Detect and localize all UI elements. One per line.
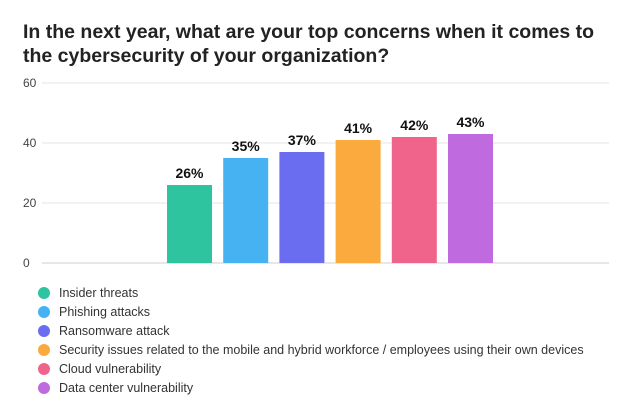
y-tick-label: 60 [23, 76, 37, 90]
bar [448, 134, 493, 263]
data-label: 41% [344, 120, 373, 136]
legend-label: Ransomware attack [59, 323, 170, 338]
bar [279, 152, 325, 263]
legend-swatch [38, 305, 50, 318]
legend-item: Security issues related to the mobile an… [38, 340, 584, 359]
bar [335, 140, 381, 263]
legend-swatch [38, 362, 50, 375]
legend-swatch [38, 286, 50, 299]
legend-item: Phishing attacks [38, 302, 584, 321]
legend-label: Insider threats [59, 285, 139, 300]
legend-swatch [38, 381, 50, 394]
legend-swatch [38, 324, 50, 337]
legend-label: Phishing attacks [59, 304, 151, 319]
data-label: 35% [232, 138, 261, 154]
legend-item: Ransomware attack [38, 321, 584, 340]
legend-item: Cloud vulnerability [38, 359, 584, 378]
legend-label: Data center vulnerability [59, 380, 194, 395]
legend-item: Insider threats [38, 283, 584, 302]
bar [391, 137, 437, 263]
chart-title: In the next year, what are your top conc… [23, 21, 595, 67]
legend-label: Cloud vulnerability [59, 361, 162, 376]
data-label: 26% [175, 165, 204, 181]
data-label: 43% [456, 114, 485, 130]
y-tick-label: 20 [23, 196, 37, 210]
y-tick-label: 40 [23, 136, 37, 150]
legend-item: Data center vulnerability [38, 378, 584, 397]
data-label: 42% [400, 117, 429, 133]
chart-legend: Insider threats Phishing attacks Ransomwar… [38, 283, 584, 397]
bar-chart: 0 20 40 60 26% 35% 37% 41% 42% 43% [23, 76, 609, 270]
bar [167, 185, 212, 263]
legend-label: Security issues related to the mobile an… [59, 342, 584, 357]
bar [223, 158, 269, 263]
y-tick-label: 0 [23, 256, 30, 270]
data-label: 37% [288, 132, 317, 148]
legend-swatch [38, 343, 50, 356]
